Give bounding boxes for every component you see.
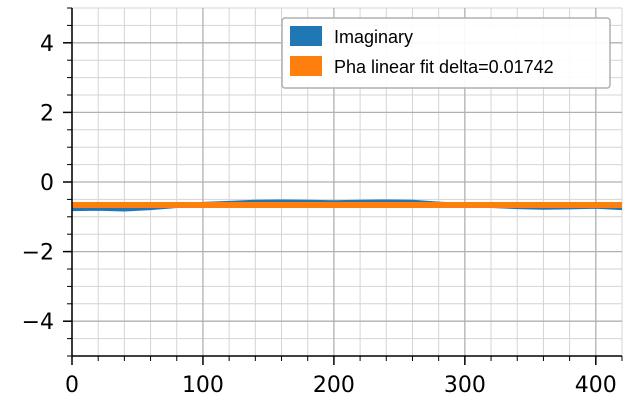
legend-swatch [290,56,322,76]
legend-box [281,17,611,89]
legend-label: Imaginary [334,27,413,47]
legend-label: Pha linear fit delta=0.01742 [334,57,554,77]
legend-swatch [290,26,322,46]
x-tick-label: 300 [444,373,486,397]
legend: Imaginary Pha linear fit delta=0.01742 [281,17,611,89]
series-layer [71,199,623,212]
y-tick-label: 2 [40,101,54,126]
x-tick-label: 0 [65,373,79,397]
axes: 0 100 200 300 400 −4 −2 0 2 4 [22,7,623,397]
x-tick-label: 400 [575,373,617,397]
y-tick-label: −4 [22,310,54,335]
y-tick-label: 0 [40,171,54,196]
y-tick-label: 4 [40,32,54,57]
y-tick-label: −2 [22,241,54,266]
x-tick-label: 200 [313,373,355,397]
x-tick-label: 100 [182,373,224,397]
